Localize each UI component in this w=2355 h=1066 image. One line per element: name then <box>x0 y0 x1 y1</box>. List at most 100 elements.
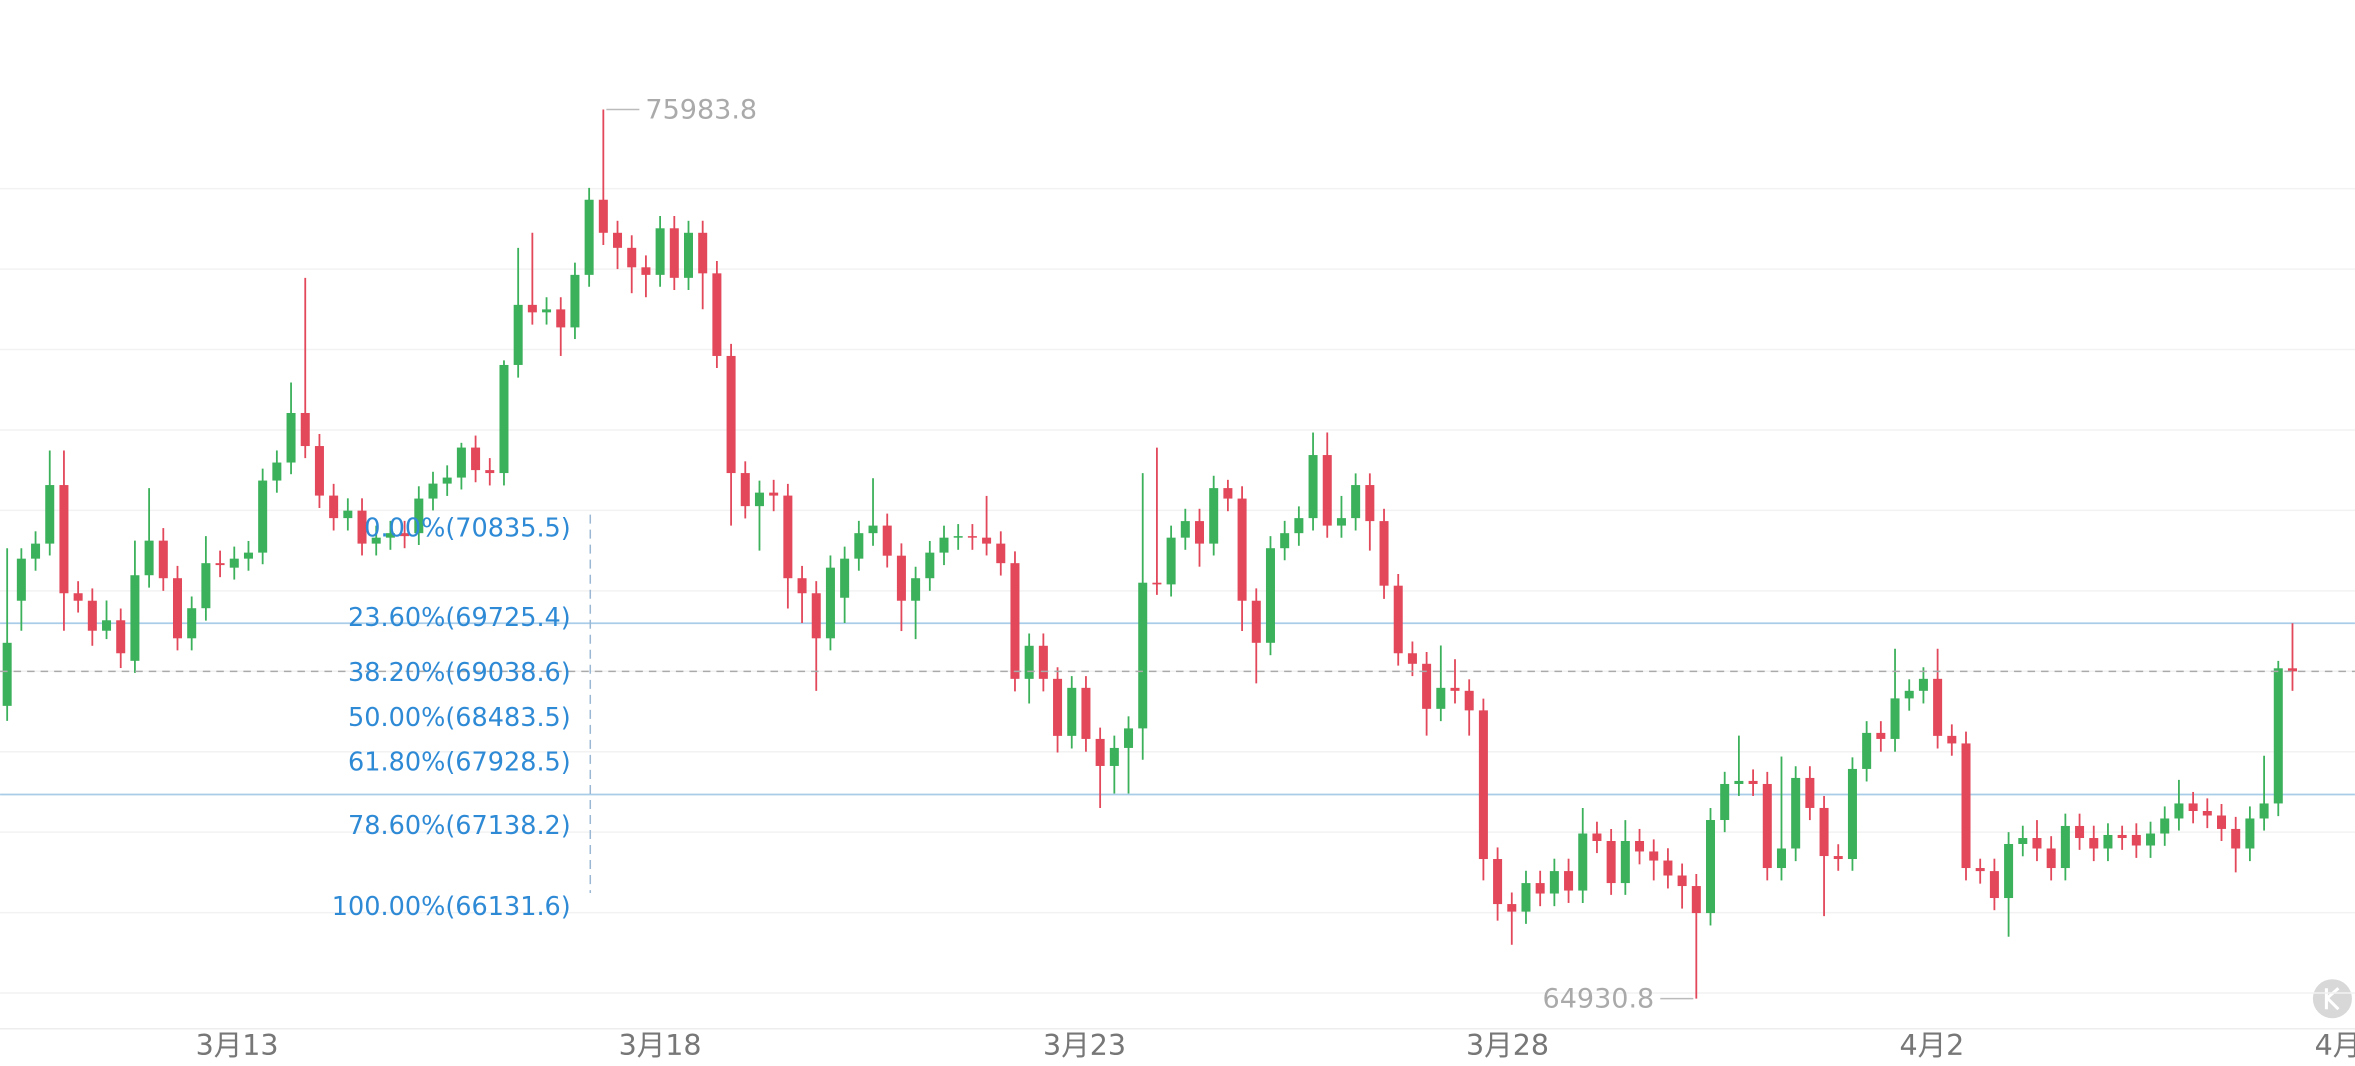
candle-body <box>1308 455 1318 519</box>
candle-body <box>513 304 523 365</box>
candle-body <box>385 533 395 538</box>
candle-body <box>1294 518 1304 534</box>
candle-body <box>1734 780 1744 784</box>
candle-body <box>2217 815 2227 829</box>
candle-body <box>1336 518 1346 526</box>
candle-body <box>187 608 197 639</box>
candle-body <box>669 228 679 278</box>
candle-body <box>2004 843 2014 899</box>
candle-body <box>627 247 637 268</box>
candle-body <box>456 447 466 478</box>
candle-body <box>357 510 367 544</box>
candle-body <box>1095 738 1105 766</box>
candle-body <box>570 274 580 328</box>
fib-label: 50.00%(68483.5) <box>348 703 571 733</box>
candle-body <box>1223 488 1233 499</box>
candle-body <box>1322 455 1332 526</box>
candle-body <box>1592 833 1602 842</box>
fib-label: 100.00%(66131.6) <box>332 892 571 922</box>
candle-body <box>485 470 495 474</box>
candle-body <box>343 510 353 519</box>
candle-body <box>1947 735 1957 744</box>
candle-body <box>1507 904 1517 912</box>
x-tick-label: 3月13 <box>196 1029 279 1062</box>
candle-body <box>2174 803 2184 819</box>
candle-body <box>1109 747 1119 766</box>
candle-body <box>2287 668 2297 672</box>
candle-body <box>1422 663 1432 709</box>
candle-body <box>243 552 253 559</box>
candle-body <box>258 480 268 553</box>
candle-body <box>2188 803 2198 812</box>
candle-body <box>698 232 708 274</box>
high-label: 75983.8 <box>645 94 757 125</box>
fib-label: 0.00%(70835.5) <box>364 514 570 544</box>
candle-body <box>1762 783 1772 869</box>
candle-body <box>1791 777 1801 849</box>
candle-body <box>797 578 807 594</box>
candle-body <box>1606 841 1616 884</box>
candle-body <box>499 364 509 474</box>
candle-body <box>2 642 12 706</box>
candle-body <box>1351 485 1361 519</box>
candle-body <box>1450 687 1460 691</box>
candle-body <box>73 593 83 601</box>
candle-body <box>1053 678 1063 736</box>
candle-body <box>1280 533 1290 549</box>
candle-body <box>811 593 821 639</box>
candle-body <box>840 558 850 598</box>
candle-body <box>1720 783 1730 821</box>
candle-body <box>1535 883 1545 894</box>
candle-body <box>2131 834 2141 846</box>
candle-body <box>1862 732 1872 769</box>
candle-body <box>2089 838 2099 849</box>
candle-body <box>45 485 55 544</box>
candle-body <box>527 304 537 313</box>
candle-body <box>953 536 963 538</box>
candle-body <box>1890 698 1900 739</box>
candle-body <box>1933 678 1943 736</box>
x-tick-label: 4月2 <box>1900 1029 1965 1062</box>
candle-body <box>215 563 225 566</box>
candle-body <box>726 355 736 474</box>
candle-body <box>2032 838 2042 849</box>
fib-label: 61.80%(67928.5) <box>348 747 571 777</box>
candle-body <box>329 495 339 519</box>
candle-body <box>1493 859 1503 905</box>
candle-body <box>1478 710 1488 860</box>
candle-body <box>1649 851 1659 861</box>
candle-body <box>2231 828 2241 849</box>
candle-body <box>144 540 154 576</box>
candle-body <box>1975 868 1985 872</box>
candle-body <box>939 537 949 553</box>
candle-body <box>1705 820 1716 914</box>
candle-body <box>783 495 793 579</box>
candle-body <box>996 543 1006 564</box>
candle-body <box>1677 875 1687 887</box>
candle-body <box>1152 582 1162 585</box>
candle-body <box>1138 582 1148 729</box>
candle-body <box>1251 600 1261 643</box>
candle-body <box>911 578 921 601</box>
candle-body <box>556 309 566 328</box>
candle-body <box>1067 687 1077 736</box>
candle-body <box>116 620 126 654</box>
candle-body <box>598 199 608 233</box>
candle-body <box>158 540 168 579</box>
candle-body <box>854 533 864 559</box>
candle-body <box>712 273 722 356</box>
candle-body <box>286 412 296 463</box>
candle-body <box>1819 807 1829 857</box>
candle-body <box>1265 548 1275 643</box>
candle-body <box>1776 848 1786 869</box>
candle-body <box>1805 777 1815 808</box>
candle-body <box>754 492 764 507</box>
candle-body <box>1564 871 1574 891</box>
candle-body <box>982 537 992 544</box>
candle-body <box>229 558 239 568</box>
candle-body <box>1521 883 1531 912</box>
candle-body <box>1464 690 1474 711</box>
candle-body <box>1237 498 1247 601</box>
